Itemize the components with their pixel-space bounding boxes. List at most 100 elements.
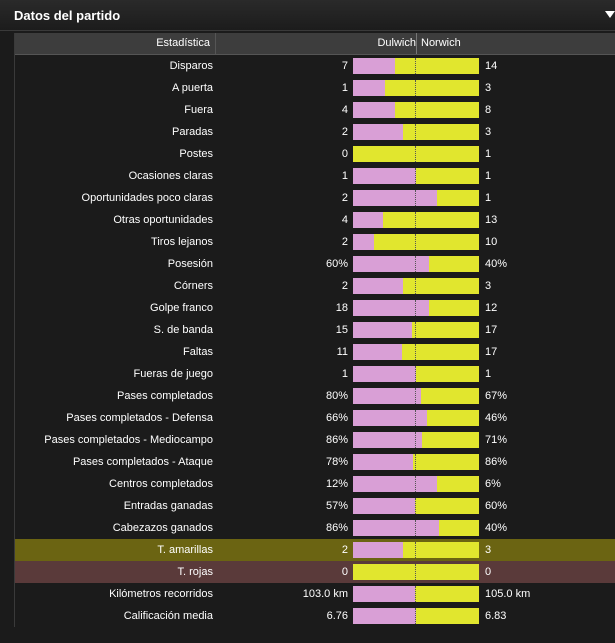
- stat-label: Disparos: [169, 60, 213, 72]
- away-value: 3: [485, 280, 492, 292]
- table-row: Pases completados - Ataque 78% 86%: [15, 451, 615, 473]
- table-row: S. de banda 15 17: [15, 319, 615, 341]
- home-share-fill: [353, 586, 415, 602]
- table-row: Centros completados 12% 6%: [15, 473, 615, 495]
- bar-midline: [415, 476, 416, 492]
- table-row: Faltas 11 17: [15, 341, 615, 363]
- bar-midline: [415, 256, 416, 272]
- bar-midline: [415, 102, 416, 118]
- table-row: Calificación media 6.76 6.83: [15, 605, 615, 627]
- home-value: 57%: [325, 500, 348, 512]
- stat-label: Fueras de juego: [133, 368, 214, 380]
- stat-label: A puerta: [172, 82, 213, 94]
- bar-midline: [415, 388, 416, 404]
- away-value: 0: [485, 566, 492, 578]
- home-share-fill: [353, 278, 403, 294]
- comparison-bar: [353, 300, 479, 316]
- away-value: 13: [485, 214, 498, 226]
- stat-label: Otras oportunidades: [113, 214, 213, 226]
- stat-label: Paradas: [172, 126, 213, 138]
- bar-midline: [415, 542, 416, 558]
- home-share-fill: [353, 190, 437, 206]
- stat-label: Postes: [179, 148, 213, 160]
- bar-midline: [415, 344, 416, 360]
- stat-rows: Disparos 7 14 A puerta 1 3 Fuera 4 8 Paradas 2 3 Pos…: [15, 55, 615, 627]
- home-value: 80%: [325, 390, 348, 402]
- table-row: Postes 0 1: [15, 143, 615, 165]
- away-value: 40%: [485, 522, 508, 534]
- home-value: 2: [341, 192, 348, 204]
- table-row: Disparos 7 14: [15, 55, 615, 77]
- home-value: 60%: [325, 258, 348, 270]
- home-value: 18: [335, 302, 348, 314]
- comparison-bar: [353, 168, 479, 184]
- bar-midline: [415, 234, 416, 250]
- table-row: A puerta 1 3: [15, 77, 615, 99]
- home-share-fill: [353, 124, 403, 140]
- table-row: T. amarillas 2 3: [15, 539, 615, 561]
- comparison-bar: [353, 366, 479, 382]
- table-row: Paradas 2 3: [15, 121, 615, 143]
- bar-midline: [415, 410, 416, 426]
- home-share-fill: [353, 80, 385, 96]
- away-value: 86%: [485, 456, 508, 468]
- away-value: 10: [485, 236, 498, 248]
- bar-midline: [415, 168, 416, 184]
- table-row: Pases completados 80% 67%: [15, 385, 615, 407]
- comparison-bar: [353, 476, 479, 492]
- table-row: Kilómetros recorridos 103.0 km 105.0 km: [15, 583, 615, 605]
- home-share-fill: [353, 102, 395, 118]
- table-row: Fueras de juego 1 1: [15, 363, 615, 385]
- away-value: 6.83: [485, 610, 507, 622]
- home-value: 78%: [325, 456, 348, 468]
- home-share-fill: [353, 168, 416, 184]
- comparison-bar: [353, 520, 479, 536]
- away-value: 8: [485, 104, 492, 116]
- bar-midline: [415, 212, 416, 228]
- away-value: 40%: [485, 258, 508, 270]
- comparison-bar: [353, 498, 479, 514]
- away-value: 12: [485, 302, 498, 314]
- table-row: Otras oportunidades 4 13: [15, 209, 615, 231]
- home-value: 11: [336, 346, 348, 358]
- stat-label: Pases completados - Defensa: [66, 412, 213, 424]
- home-value: 2: [341, 544, 348, 556]
- home-share-fill: [353, 234, 374, 250]
- home-value: 1: [341, 170, 348, 182]
- column-header-stat[interactable]: Estadística: [15, 33, 216, 54]
- table-row: Oportunidades poco claras 2 1: [15, 187, 615, 209]
- home-value: 4: [341, 104, 348, 116]
- away-value: 17: [485, 324, 498, 336]
- home-value: 0: [341, 566, 348, 578]
- stat-label: Calificación media: [123, 610, 213, 622]
- home-share-fill: [353, 476, 437, 492]
- away-value: 67%: [485, 390, 508, 402]
- dropdown-arrow-icon[interactable]: [605, 11, 615, 18]
- away-value: 17: [485, 346, 498, 358]
- away-value: 1: [485, 148, 492, 160]
- bar-midline: [415, 366, 416, 382]
- table-row: Pases completados - Defensa 66% 46%: [15, 407, 615, 429]
- away-value: 3: [485, 126, 492, 138]
- comparison-bar: [353, 80, 479, 96]
- home-value: 2: [341, 126, 348, 138]
- column-header-home[interactable]: Dulwich: [216, 33, 416, 54]
- home-value: 1: [341, 82, 348, 94]
- column-header-away[interactable]: Norwich: [421, 37, 461, 49]
- comparison-bar: [353, 234, 479, 250]
- comparison-bar: [353, 454, 479, 470]
- table-row: Fuera 4 8: [15, 99, 615, 121]
- stat-label: Kilómetros recorridos: [109, 588, 213, 600]
- bar-midline: [415, 300, 416, 316]
- home-share-fill: [353, 58, 395, 74]
- stat-label: Cabezazos ganados: [112, 522, 213, 534]
- bar-midline: [415, 278, 416, 294]
- bar-midline: [415, 322, 416, 338]
- away-value: 60%: [485, 500, 508, 512]
- bar-midline: [415, 564, 416, 580]
- comparison-bar: [353, 256, 479, 272]
- table-row: Entradas ganadas 57% 60%: [15, 495, 615, 517]
- home-value: 66%: [325, 412, 348, 424]
- panel-title: Datos del partido: [14, 8, 121, 23]
- stat-label: Fuera: [184, 104, 213, 116]
